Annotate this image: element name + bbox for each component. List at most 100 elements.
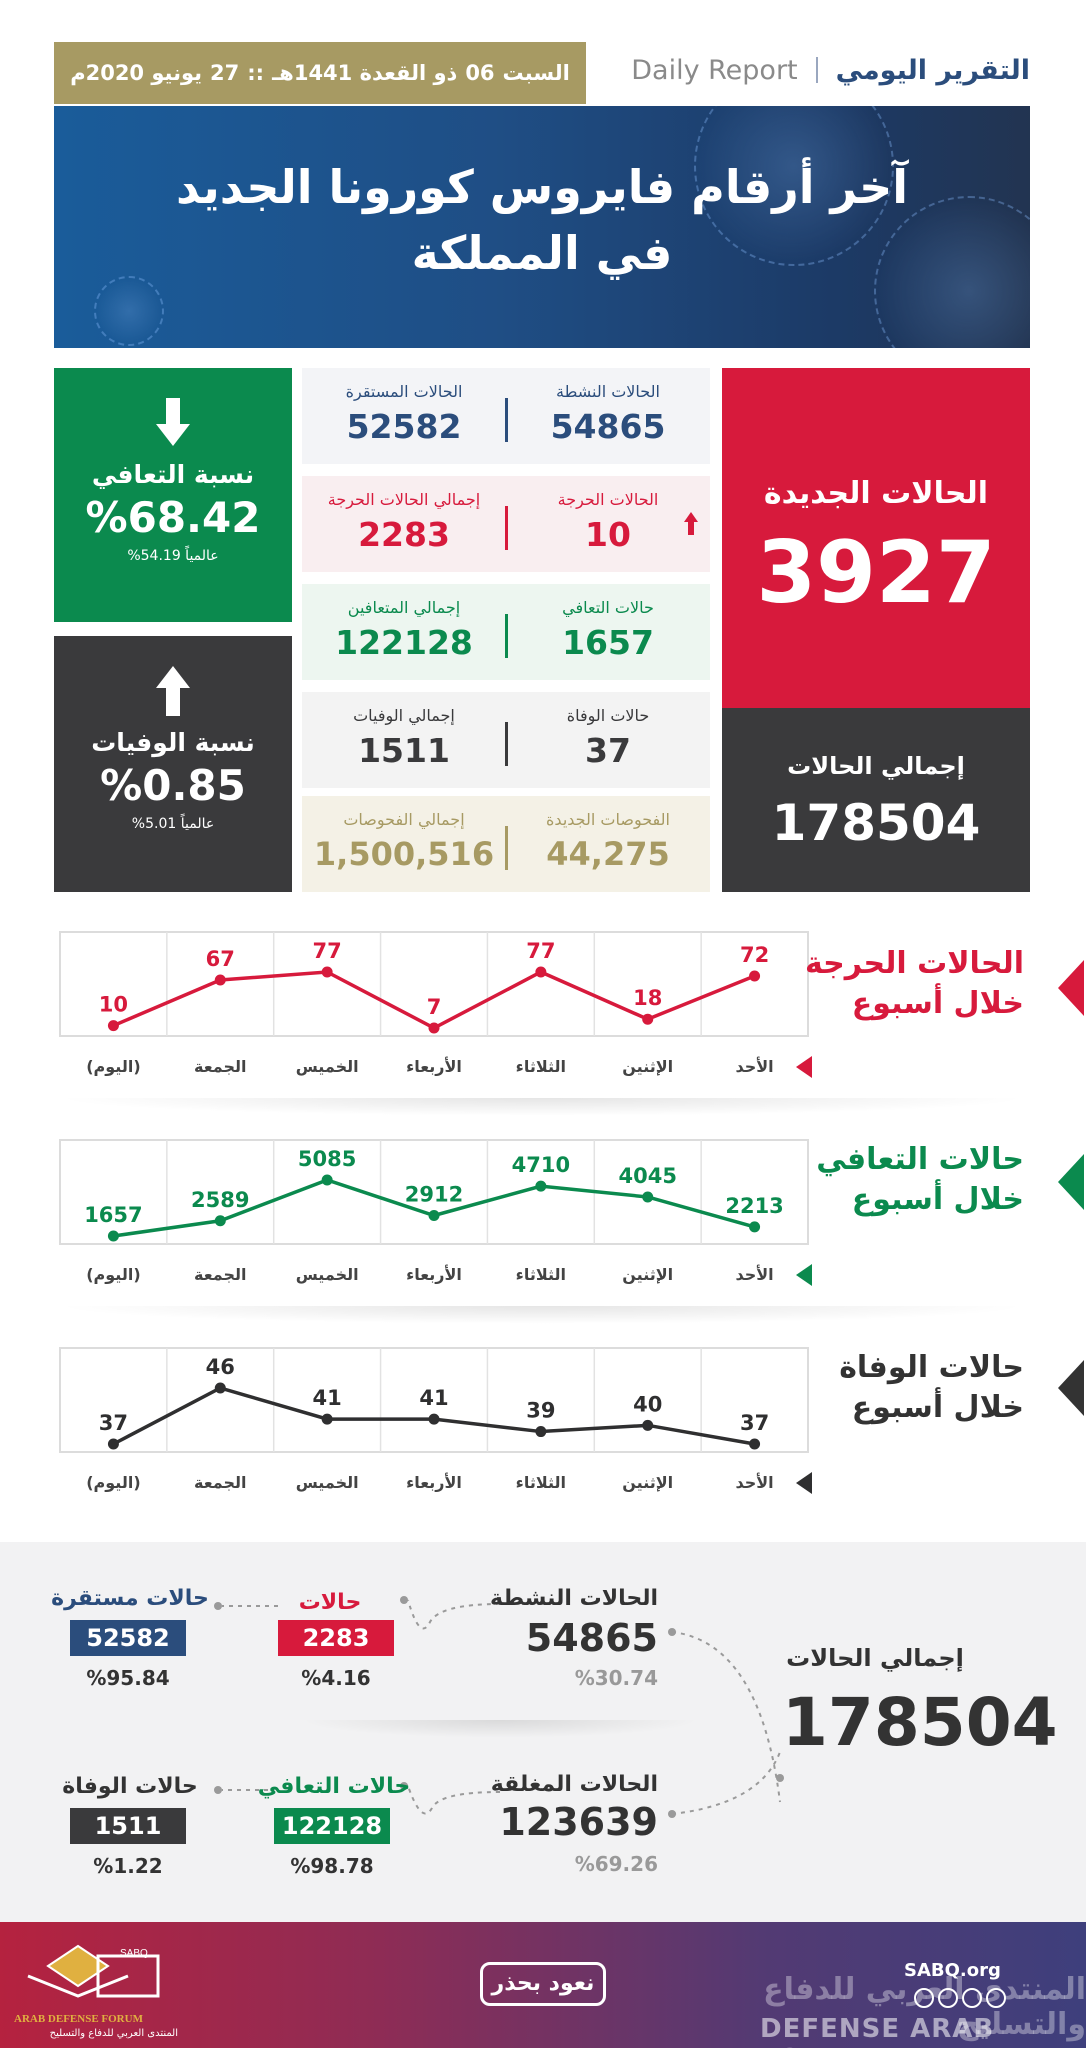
virus-icon [694,106,894,266]
recovery-rate-label: نسبة التعافي [91,460,255,489]
data-point [321,1174,333,1186]
data-label: 41 [419,1386,448,1410]
chart-frame [59,1139,809,1245]
total-critical-label: إجمالي الحالات الحرجة [327,490,481,509]
instagram-icon[interactable] [962,1988,982,2008]
data-label: 77 [526,939,555,963]
chart-frame [59,931,809,1037]
data-point [535,1180,547,1192]
deaths-triangle-icon [1058,1360,1084,1416]
breakdown-critical-value: 2283 [278,1620,394,1656]
data-point [107,1020,119,1032]
date-day: السبت [502,61,570,85]
recovery-rate-global: عالمياً 54.19% [127,548,219,564]
active-stable-row: الحالات النشطة 54865 الحالات المستقرة 52… [302,368,710,464]
data-point [535,1426,547,1438]
axis-pointer-icon [796,1264,812,1286]
arrow-up-icon [156,666,190,716]
cases-breakdown: إجمالي الحالات 178504 الحالات النشطة 548… [0,1542,1086,1922]
breakdown-stable-pct: %95.84 [86,1666,170,1690]
new-cases-box: الحالات الجديدة 3927 [722,368,1030,708]
logo-tag: SABQ [120,1948,148,1959]
data-point [428,1413,440,1425]
date-greg-num: 27 [210,61,240,85]
critical-weekly-chart: 72 الأحد 18 الإثنين 77 الثلاثاء 7 الأربعاء 77 الخ… [59,931,812,1078]
recovery-chart-title-line-1: حالات التعافي [816,1142,1024,1177]
recovery-row: حالات التعافي 1657 إجمالي المتعافين 1221… [302,584,710,680]
critical-cell: الحالات الحرجة 10 [506,476,710,572]
date-separator: :: [247,61,265,85]
recovered-value: 1657 [562,623,654,662]
x-tick-label: الخميس [296,1473,359,1492]
total-tests-value: 1,500,516 [313,835,495,873]
x-tick-label: الجمعة [194,1057,246,1076]
data-label: 67 [206,947,235,971]
total-tests-cell: إجمالي الفحوصات 1,500,516 [302,796,506,892]
arab-defense-forum-logo: SABQ ARAB DEFENSE FORUM المنتدى العربي ل… [8,1936,184,2040]
axis-pointer-icon [796,1472,812,1494]
active-label: الحالات النشطة [556,382,660,401]
sabq-site-link[interactable]: SABQ.org [904,1960,1001,1981]
youtube-icon[interactable] [914,1988,934,2008]
breakdown-total-value: 178504 [782,1684,1058,1761]
data-point [749,970,761,982]
new-cases-value: 3927 [756,523,996,623]
data-label: 10 [99,993,128,1017]
data-label: 72 [740,943,769,967]
x-tick-label: الأحد [735,1265,773,1284]
data-label: 5085 [298,1147,356,1171]
date-hijri: ذو القعدة 1441هـ [272,61,458,85]
total-recovered-value: 122128 [335,623,473,662]
breakdown-deaths-pct: %1.22 [93,1854,163,1878]
data-point [428,1209,440,1221]
date-gregorian: يونيو 2020م [70,61,203,85]
forum-emblem-icon: SABQ ARAB DEFENSE FORUM المنتدى العربي ل… [14,1944,178,2039]
data-point [428,1022,440,1034]
x-tick-label: الأربعاء [406,1473,462,1492]
logo-text-en: ARAB DEFENSE FORUM [14,2013,144,2025]
death-rate-label: نسبة الوفيات [91,728,255,757]
data-label: 2589 [191,1188,249,1212]
total-recovered-cell: إجمالي المتعافين 122128 [302,584,506,680]
stable-label: الحالات المستقرة [345,382,463,401]
x-tick-label: (اليوم) [86,1057,140,1076]
data-point [642,1191,654,1203]
critical-chart-title: الحالات الحرجة خلال أسبوع [784,944,1024,1024]
recovery-rate-box: نسبة التعافي %68.42 عالمياً 54.19% [54,368,292,622]
row-divider [505,826,508,870]
watermark-en: DEFENSE ARAB FORUM [760,2014,995,2048]
report-divider [815,57,818,83]
new-cases-label: الحالات الجديدة [763,476,989,511]
x-tick-label: الثلاثاء [516,1473,566,1492]
twitter-icon[interactable] [986,1988,1006,2008]
recovery-weekly-chart: 2213 الأحد 4045 الإثنين 4710 الثلاثاء 2912 الأر… [59,1139,812,1286]
data-label: 37 [99,1411,128,1435]
recovery-rate-value: %68.42 [85,493,261,542]
death-rate-box: نسبة الوفيات %0.85 عالمياً 5.01% [54,636,292,892]
report-title-ar: التقرير اليومي [835,54,1030,86]
total-recovered-label: إجمالي المتعافين [347,598,461,617]
recovery-chart-title-line-2: خلال أسبوع [851,1182,1024,1217]
report-label: Daily Report التقرير اليومي [600,50,1030,90]
breakdown-deaths-label: حالات الوفاة [62,1774,198,1799]
snapchat-icon[interactable] [938,1988,958,2008]
new-tests-value: 44,275 [546,835,670,873]
critical-row: الحالات الحرجة 10 إجمالي الحالات الحرجة … [302,476,710,572]
breakdown-active-pct: %30.74 [574,1666,658,1690]
total-deaths-value: 1511 [358,731,450,770]
recovered-label: حالات التعافي [562,598,654,617]
deaths-chart-title: حالات الوفاة خلال أسبوع [784,1348,1024,1428]
x-tick-label: (اليوم) [86,1265,140,1284]
breakdown-total-label: إجمالي الحالات [786,1644,964,1672]
total-cases-value: 178504 [771,794,981,852]
stable-value: 52582 [346,407,462,446]
breakdown-stable-value: 52582 [70,1620,186,1656]
data-point [214,1215,226,1227]
deaths-chart-title-line-2: خلال أسبوع [851,1390,1024,1425]
death-rate-global: عالمياً 5.01% [131,816,215,832]
data-label: 18 [633,986,662,1010]
x-tick-label: الأحد [735,1057,773,1076]
recovered-cell: حالات التعافي 1657 [506,584,710,680]
data-label: 2912 [405,1182,463,1206]
section-shadow [54,1098,1030,1116]
